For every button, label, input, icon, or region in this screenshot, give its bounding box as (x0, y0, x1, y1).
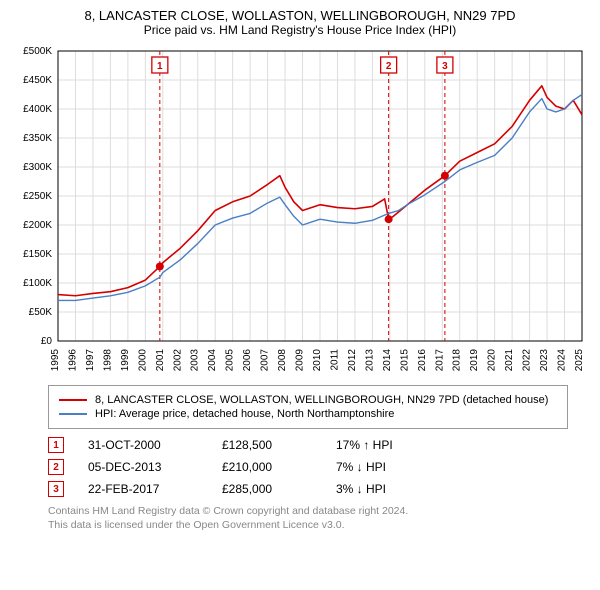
svg-text:2015: 2015 (399, 349, 410, 372)
svg-text:£500K: £500K (23, 46, 52, 57)
svg-text:£300K: £300K (23, 162, 52, 173)
svg-text:2013: 2013 (364, 349, 375, 372)
sale-price-3: £285,000 (222, 482, 312, 496)
legend-label-property: 8, LANCASTER CLOSE, WOLLASTON, WELLINGBO… (95, 394, 548, 406)
sale-marker-3: 3 (48, 481, 64, 497)
svg-text:1997: 1997 (85, 349, 96, 372)
svg-text:2007: 2007 (260, 349, 271, 372)
svg-text:2012: 2012 (347, 349, 358, 372)
svg-text:2003: 2003 (190, 349, 201, 372)
svg-text:1999: 1999 (120, 349, 131, 372)
svg-text:2: 2 (386, 61, 392, 72)
svg-text:2014: 2014 (382, 349, 393, 372)
sale-date-2: 05-DEC-2013 (88, 460, 198, 474)
legend-swatch-property (59, 399, 87, 401)
svg-text:2017: 2017 (434, 349, 445, 372)
sale-price-1: £128,500 (222, 438, 312, 452)
sale-date-1: 31-OCT-2000 (88, 438, 198, 452)
title-block: 8, LANCASTER CLOSE, WOLLASTON, WELLINGBO… (8, 8, 592, 37)
svg-text:£450K: £450K (23, 75, 52, 86)
sale-row-2: 2 05-DEC-2013 £210,000 7% ↓ HPI (48, 459, 592, 475)
svg-text:3: 3 (442, 61, 448, 72)
legend-swatch-hpi (59, 413, 87, 415)
svg-text:2002: 2002 (172, 349, 183, 372)
footer-line-2: This data is licensed under the Open Gov… (48, 519, 592, 533)
svg-text:2005: 2005 (225, 349, 236, 372)
legend-row-property: 8, LANCASTER CLOSE, WOLLASTON, WELLINGBO… (59, 394, 557, 406)
svg-text:2011: 2011 (329, 349, 340, 371)
svg-text:£100K: £100K (23, 278, 52, 289)
legend-label-hpi: HPI: Average price, detached house, Nort… (95, 408, 394, 420)
svg-text:2000: 2000 (137, 349, 148, 372)
legend-row-hpi: HPI: Average price, detached house, Nort… (59, 408, 557, 420)
svg-text:2022: 2022 (522, 349, 533, 372)
chart-subtitle: Price paid vs. HM Land Registry's House … (8, 23, 592, 37)
svg-text:£150K: £150K (23, 249, 52, 260)
svg-text:2023: 2023 (539, 349, 550, 372)
sale-diff-2: 7% ↓ HPI (336, 460, 436, 474)
svg-text:£350K: £350K (23, 133, 52, 144)
svg-text:2001: 2001 (155, 349, 166, 372)
footer-line-1: Contains HM Land Registry data © Crown c… (48, 505, 592, 519)
svg-text:£0: £0 (41, 336, 53, 347)
svg-text:£250K: £250K (23, 191, 52, 202)
svg-text:2009: 2009 (295, 349, 306, 372)
chart-area: £0 £50K £100K £150K £200K £250K £300K £350K £400… (8, 41, 592, 381)
svg-text:1: 1 (157, 61, 163, 72)
svg-text:1998: 1998 (102, 349, 113, 372)
sales-table: 1 31-OCT-2000 £128,500 17% ↑ HPI 2 05-DE… (48, 437, 592, 497)
svg-text:1996: 1996 (67, 349, 78, 372)
svg-text:2020: 2020 (487, 349, 498, 372)
sale-date-3: 22-FEB-2017 (88, 482, 198, 496)
svg-text:2004: 2004 (207, 349, 218, 372)
svg-text:2006: 2006 (242, 349, 253, 372)
svg-text:1995: 1995 (50, 349, 61, 372)
svg-text:2024: 2024 (557, 349, 568, 372)
line-chart: £0 £50K £100K £150K £200K £250K £300K £350K £400… (8, 41, 592, 381)
sale-price-2: £210,000 (222, 460, 312, 474)
svg-text:2025: 2025 (574, 349, 585, 372)
svg-text:£400K: £400K (23, 104, 52, 115)
sale-row-3: 3 22-FEB-2017 £285,000 3% ↓ HPI (48, 481, 592, 497)
svg-text:2021: 2021 (504, 349, 515, 372)
sale-marker-2: 2 (48, 459, 64, 475)
sale-marker-1: 1 (48, 437, 64, 453)
svg-text:£200K: £200K (23, 220, 52, 231)
svg-text:£50K: £50K (29, 307, 53, 318)
svg-text:2019: 2019 (469, 349, 480, 372)
sale-diff-1: 17% ↑ HPI (336, 438, 436, 452)
sale-diff-3: 3% ↓ HPI (336, 482, 436, 496)
footer: Contains HM Land Registry data © Crown c… (48, 505, 592, 532)
svg-text:2018: 2018 (452, 349, 463, 372)
svg-text:2008: 2008 (277, 349, 288, 372)
svg-text:2010: 2010 (312, 349, 323, 372)
legend: 8, LANCASTER CLOSE, WOLLASTON, WELLINGBO… (48, 385, 568, 429)
chart-title: 8, LANCASTER CLOSE, WOLLASTON, WELLINGBO… (8, 8, 592, 23)
sale-row-1: 1 31-OCT-2000 £128,500 17% ↑ HPI (48, 437, 592, 453)
svg-text:2016: 2016 (417, 349, 428, 372)
